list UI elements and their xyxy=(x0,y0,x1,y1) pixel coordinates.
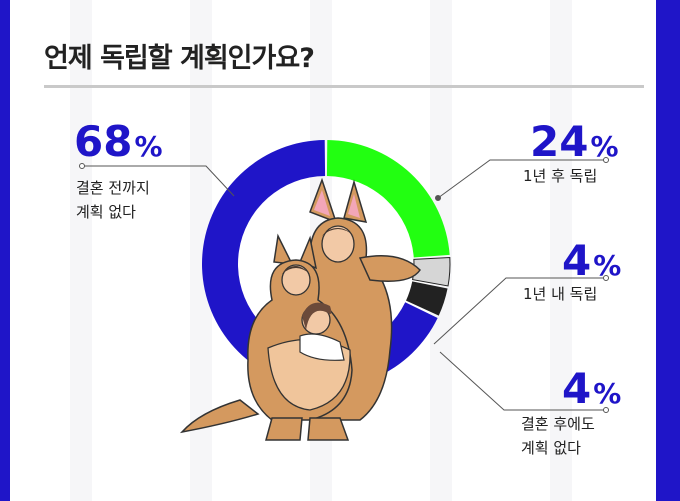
background-stripe xyxy=(70,0,92,501)
category-label-line: 계획 없다 xyxy=(76,203,136,221)
leader-line-24 xyxy=(437,159,606,199)
leader-lines xyxy=(79,157,609,413)
percent-sign: % xyxy=(590,130,619,163)
donut-slice-0 xyxy=(326,140,450,258)
leader-dot-68 xyxy=(79,163,85,169)
category-label-4-within-year: 1년 내 독립 xyxy=(523,282,597,306)
background-stripe xyxy=(550,0,572,501)
value-number: 4 xyxy=(562,236,592,285)
value-label-24: 24% xyxy=(530,121,619,163)
category-label-24: 1년 후 독립 xyxy=(523,164,597,188)
category-label-68: 결혼 전까지 계획 없다 xyxy=(76,176,150,224)
value-label-68: 68% xyxy=(74,121,163,163)
kangaroo-costume-illustration xyxy=(179,177,421,441)
leader-line-4a xyxy=(433,277,606,345)
category-label-line: 1년 후 독립 xyxy=(523,167,598,185)
leader-dot-24 xyxy=(603,157,609,163)
title-divider xyxy=(44,85,644,88)
category-label-line: 1년 내 독립 xyxy=(523,285,598,303)
donut-chart xyxy=(79,140,609,441)
leader-dot-4b xyxy=(603,407,609,413)
category-label-line: 계획 없다 xyxy=(521,439,581,457)
percent-sign: % xyxy=(134,130,163,163)
background-stripe xyxy=(190,0,212,501)
infographic-card: 언제 독립할 계획인가요? xyxy=(10,0,656,501)
value-number: 24 xyxy=(530,117,589,166)
chart-title: 언제 독립할 계획인가요? xyxy=(44,43,315,74)
donut-slice-1 xyxy=(412,256,451,287)
category-label-line: 결혼 전까지 xyxy=(76,179,150,197)
leader-line-68 xyxy=(82,165,235,197)
donut-slice-2 xyxy=(406,281,448,316)
percent-sign: % xyxy=(593,249,622,282)
leader-dot-24-inner xyxy=(435,195,441,201)
value-number: 4 xyxy=(562,364,592,413)
category-label-4-after-marriage: 결혼 후에도 계획 없다 xyxy=(521,412,595,460)
value-label-4-after-marriage: 4% xyxy=(562,368,621,410)
value-label-4-within-year: 4% xyxy=(562,240,621,282)
leader-dot-4a xyxy=(603,275,609,281)
percent-sign: % xyxy=(593,377,622,410)
leader-line-4b xyxy=(439,351,606,411)
value-number: 68 xyxy=(74,117,133,166)
category-label-line: 결혼 후에도 xyxy=(521,415,595,433)
